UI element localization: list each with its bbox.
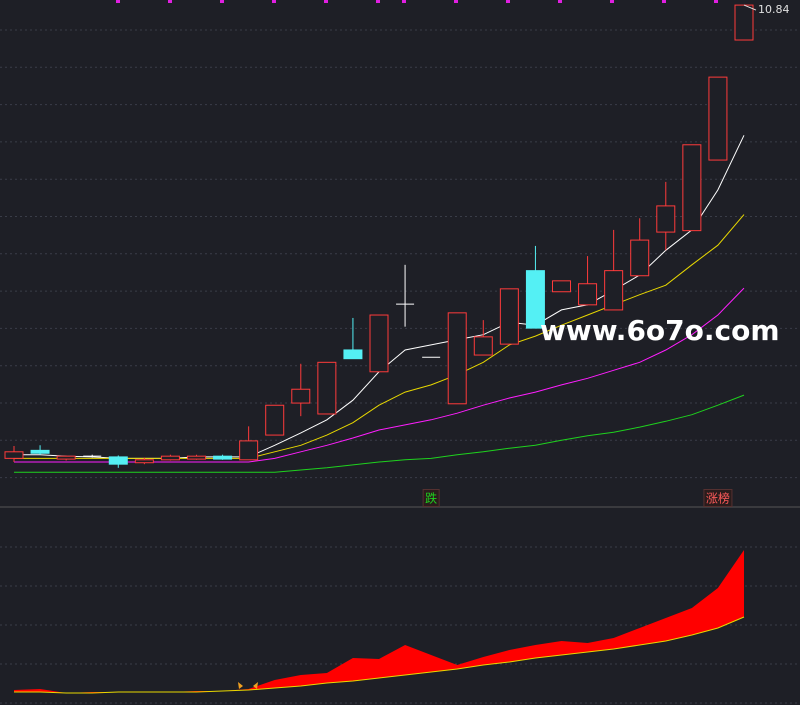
price-label: 10.84 xyxy=(758,3,790,16)
candle-body xyxy=(682,144,702,232)
annotation-box xyxy=(422,489,440,507)
candle-body xyxy=(447,312,467,405)
candle-body xyxy=(708,76,728,161)
candle-body xyxy=(213,455,233,460)
candle-body xyxy=(108,456,128,465)
indicator-area xyxy=(14,550,744,693)
watermark: www.6o7o.com xyxy=(540,314,780,347)
candle-body xyxy=(525,270,545,329)
candle-body xyxy=(160,455,180,461)
candle-body xyxy=(187,455,206,460)
candle-body xyxy=(630,239,650,277)
ma-line xyxy=(14,394,745,473)
candle-body xyxy=(656,205,676,233)
candle-body xyxy=(317,361,337,415)
price-pointer xyxy=(743,4,757,11)
annotation-box xyxy=(703,489,733,507)
candle-body xyxy=(343,349,363,360)
candle-body xyxy=(578,283,598,306)
candle-body xyxy=(30,449,50,454)
candle-body xyxy=(4,451,24,459)
candle-body xyxy=(369,314,389,373)
candle-body xyxy=(499,288,519,345)
candle-body xyxy=(291,388,311,404)
annotation: 跌 xyxy=(425,491,437,506)
candle-body xyxy=(239,440,259,461)
candle-body xyxy=(134,459,154,464)
indicator-line xyxy=(14,616,745,694)
candle-body xyxy=(552,280,571,293)
candle-body xyxy=(473,336,493,356)
candle-body xyxy=(56,455,76,460)
candle-body xyxy=(734,4,754,41)
top-markers xyxy=(116,0,718,3)
annotation: 涨榜 xyxy=(706,491,730,506)
candle-body xyxy=(604,270,624,311)
candle-body xyxy=(265,404,285,436)
signal-icon xyxy=(238,682,258,689)
